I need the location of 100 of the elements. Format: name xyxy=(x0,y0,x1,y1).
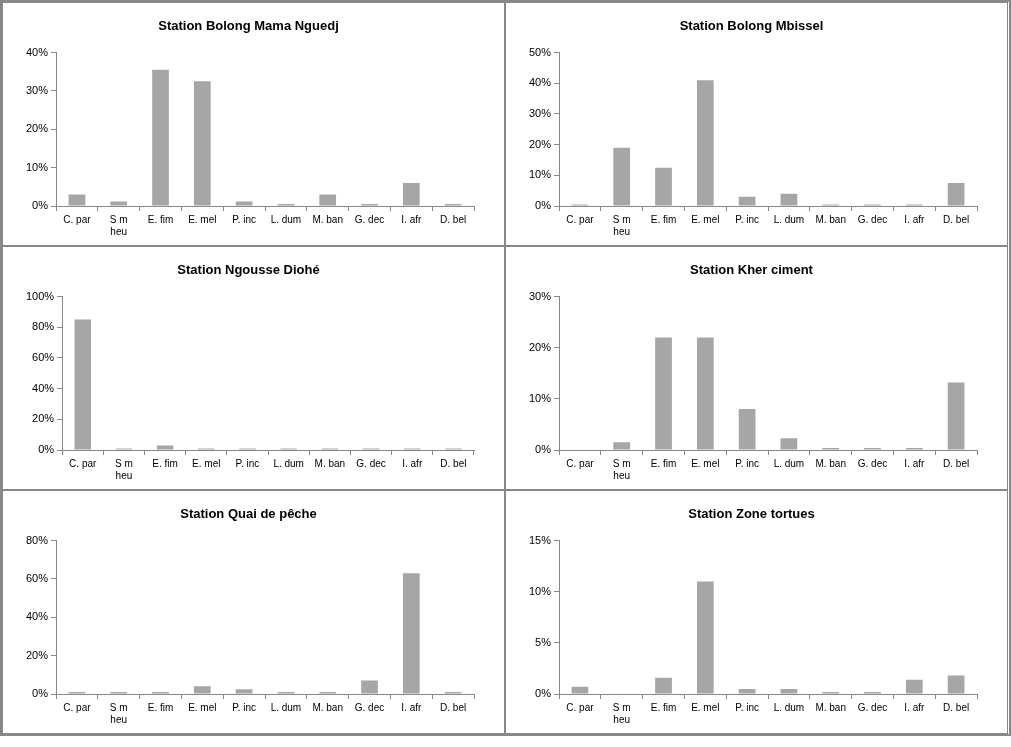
bar xyxy=(235,689,253,694)
x-tick-label: E. fim xyxy=(147,701,174,713)
x-tick-label: P. inc xyxy=(232,701,256,713)
y-tick-label: 10% xyxy=(528,168,552,181)
x-tick-label: E. fim xyxy=(152,457,178,469)
y-tick-label: 0% xyxy=(535,687,552,700)
bar xyxy=(613,147,631,206)
bar xyxy=(947,182,965,206)
x-tick-label: D. bel xyxy=(440,457,467,469)
x-tick-label: S m heu xyxy=(115,457,133,481)
y-tick-label: 40% xyxy=(32,381,55,394)
x-tick-label: L. dum xyxy=(270,213,302,225)
y-tick-label: 80% xyxy=(32,320,55,333)
bar xyxy=(905,679,923,694)
x-tick-label: P. inc xyxy=(735,213,759,225)
y-tick-label: 10% xyxy=(528,391,552,404)
x-tick-label: G. dec xyxy=(354,213,385,225)
x-tick-label: E. mel xyxy=(188,213,217,225)
x-tick-label: D. bel xyxy=(440,701,467,713)
bar xyxy=(571,686,589,694)
x-tick-label: M. ban xyxy=(312,213,343,225)
x-tick-label: G. dec xyxy=(354,701,385,713)
x-tick-label: M. ban xyxy=(815,701,846,713)
y-tick-label: 20% xyxy=(25,122,49,135)
chart-title: Station Bolong Mama Nguedj xyxy=(158,18,339,34)
y-tick-label: 40% xyxy=(528,76,552,89)
x-tick-label: D. bel xyxy=(943,457,970,469)
y-tick-label: 5% xyxy=(535,635,552,648)
x-tick-label: I. afr xyxy=(401,701,422,713)
y-tick-label: 30% xyxy=(528,106,552,119)
x-tick-label: G. dec xyxy=(857,701,888,713)
x-tick-label: C. par xyxy=(566,213,595,225)
x-tick-label: E. mel xyxy=(691,213,720,225)
bar xyxy=(235,201,253,206)
y-tick-label: 0% xyxy=(535,199,552,212)
x-tick-label: I. afr xyxy=(904,213,925,225)
bar xyxy=(402,573,420,694)
y-tick-label: 20% xyxy=(528,137,552,150)
x-tick-label: S m heu xyxy=(109,213,128,237)
x-tick-label: D. bel xyxy=(943,213,970,225)
x-tick-label: M. ban xyxy=(815,457,846,469)
x-tick-label: G. dec xyxy=(356,457,386,469)
x-tick-label: D. bel xyxy=(440,213,467,225)
y-tick-label: 100% xyxy=(25,289,55,302)
bar xyxy=(156,445,174,450)
bar xyxy=(738,196,756,206)
x-tick-label: I. afr xyxy=(402,457,423,469)
y-tick-label: 20% xyxy=(25,648,49,661)
chart-title: Station Ngousse Diohé xyxy=(177,262,320,278)
x-tick-label: C. par xyxy=(566,457,595,469)
x-tick-label: E. fim xyxy=(650,701,677,713)
x-tick-label: C. par xyxy=(566,701,595,713)
bar xyxy=(655,167,672,206)
x-tick-label: L. dum xyxy=(270,701,302,713)
bar xyxy=(780,193,798,206)
bar xyxy=(696,80,714,206)
bar xyxy=(193,686,211,694)
x-tick-label: C. par xyxy=(63,701,92,713)
bar xyxy=(402,182,420,206)
y-tick-label: 30% xyxy=(25,83,49,96)
y-tick-label: 0% xyxy=(535,443,552,456)
y-tick-label: 10% xyxy=(25,160,49,173)
x-tick-label: P. inc xyxy=(232,213,256,225)
x-tick-label: E. mel xyxy=(691,457,720,469)
bar xyxy=(361,680,378,694)
y-tick-label: 50% xyxy=(528,45,552,58)
y-tick-label: 15% xyxy=(528,533,552,546)
x-tick-label: L. dum xyxy=(773,457,805,469)
x-tick-label: S m heu xyxy=(612,701,631,725)
x-tick-label: D. bel xyxy=(943,701,970,713)
bar xyxy=(193,81,211,206)
x-tick-label: M. ban xyxy=(314,457,346,469)
bar xyxy=(613,442,631,450)
bar xyxy=(152,69,169,206)
x-tick-label: E. mel xyxy=(192,457,221,469)
y-tick-label: 40% xyxy=(25,610,49,623)
x-tick-label: P. inc xyxy=(735,457,759,469)
x-tick-label: I. afr xyxy=(904,701,925,713)
bar xyxy=(738,409,756,450)
bar xyxy=(319,194,337,206)
x-tick-label: I. afr xyxy=(401,213,422,225)
x-tick-label: S m heu xyxy=(109,701,128,725)
bar xyxy=(947,382,965,450)
y-tick-label: 30% xyxy=(528,289,552,302)
y-tick-label: 60% xyxy=(32,350,55,363)
bar xyxy=(655,677,672,694)
x-tick-label: E. mel xyxy=(691,701,720,713)
x-tick-label: M. ban xyxy=(815,213,846,225)
x-tick-label: P. inc xyxy=(235,457,260,469)
x-tick-label: L. dum xyxy=(773,701,805,713)
x-tick-label: S m heu xyxy=(612,457,631,481)
x-tick-label: G. dec xyxy=(857,213,888,225)
x-tick-label: C. par xyxy=(69,457,98,469)
y-tick-label: 40% xyxy=(25,45,49,58)
bar xyxy=(110,201,128,206)
x-tick-label: P. inc xyxy=(735,701,759,713)
x-tick-label: M. ban xyxy=(312,701,343,713)
chart-title: Station Zone tortues xyxy=(688,506,815,522)
y-tick-label: 10% xyxy=(528,584,552,597)
bar xyxy=(74,319,91,450)
